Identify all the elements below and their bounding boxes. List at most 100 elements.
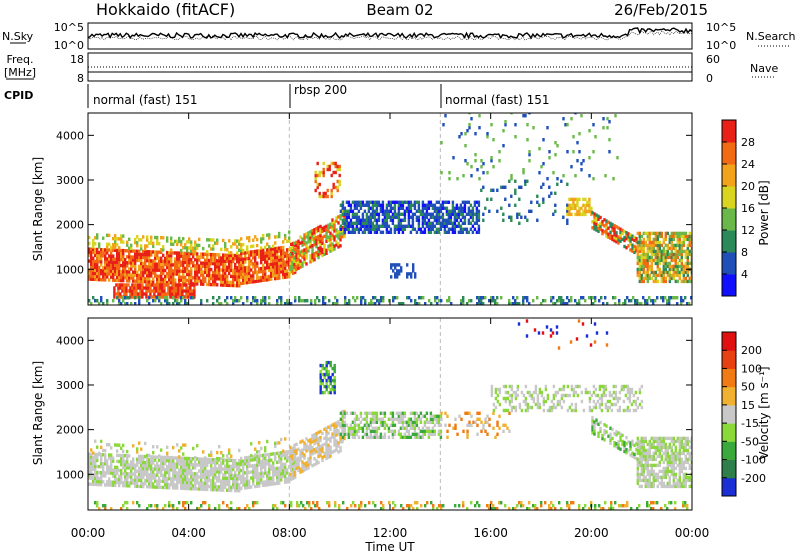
data-cell bbox=[220, 479, 223, 483]
data-cell bbox=[230, 245, 233, 249]
data-cell bbox=[629, 239, 632, 243]
data-cell bbox=[174, 477, 177, 481]
data-cell bbox=[642, 296, 645, 300]
data-cell bbox=[240, 462, 243, 467]
data-cell bbox=[162, 268, 165, 273]
data-cell bbox=[224, 277, 227, 281]
data-cell bbox=[272, 482, 275, 486]
data-cell bbox=[684, 296, 687, 300]
data-cell bbox=[688, 249, 691, 254]
data-cell bbox=[476, 411, 479, 415]
data-cell bbox=[419, 435, 423, 439]
data-cell bbox=[588, 203, 591, 208]
data-cell bbox=[118, 474, 121, 479]
data-cell bbox=[407, 423, 411, 427]
data-cell bbox=[200, 484, 203, 488]
data-cell bbox=[200, 264, 203, 268]
data-cell bbox=[282, 257, 285, 262]
data-cell bbox=[176, 239, 179, 244]
data-cell bbox=[226, 458, 229, 462]
data-cell bbox=[244, 269, 247, 273]
data-cell bbox=[337, 242, 340, 246]
data-cell bbox=[593, 218, 596, 222]
data-cell bbox=[166, 476, 169, 481]
data-cell bbox=[270, 458, 273, 462]
data-cell bbox=[108, 260, 111, 264]
data-cell bbox=[319, 363, 322, 368]
data-cell bbox=[151, 295, 154, 299]
data-cell bbox=[146, 467, 149, 471]
data-cell bbox=[254, 255, 257, 260]
data-cell bbox=[672, 270, 675, 275]
data-cell bbox=[461, 227, 465, 231]
data-cell bbox=[264, 251, 267, 255]
data-cell bbox=[406, 272, 409, 276]
data-cell bbox=[468, 420, 471, 424]
data-cell bbox=[440, 171, 443, 175]
data-cell bbox=[172, 296, 175, 300]
data-cell bbox=[146, 476, 149, 480]
data-cell bbox=[276, 481, 279, 486]
data-cell bbox=[373, 200, 377, 204]
data-cell bbox=[238, 489, 241, 493]
data-cell bbox=[401, 420, 405, 424]
data-cell bbox=[595, 216, 598, 220]
data-cell bbox=[122, 299, 125, 303]
data-cell bbox=[463, 218, 467, 222]
data-cell bbox=[605, 225, 608, 229]
data-cell bbox=[166, 253, 169, 258]
data-cell bbox=[266, 477, 269, 481]
data-cell bbox=[392, 263, 395, 267]
data-cell bbox=[106, 462, 109, 466]
data-cell bbox=[136, 469, 139, 473]
data-cell bbox=[395, 411, 399, 415]
data-cell bbox=[339, 446, 342, 450]
data-cell bbox=[146, 485, 149, 489]
data-cell bbox=[425, 212, 429, 216]
data-cell bbox=[218, 488, 221, 492]
data-cell bbox=[250, 302, 253, 305]
data-cell bbox=[341, 427, 344, 432]
data-cell bbox=[566, 302, 569, 305]
data-cell bbox=[327, 235, 330, 239]
data-cell bbox=[666, 255, 669, 260]
data-cell bbox=[486, 414, 489, 418]
data-cell bbox=[433, 206, 437, 210]
data-cell bbox=[121, 289, 124, 293]
data-cell bbox=[104, 471, 107, 475]
data-cell bbox=[112, 257, 115, 261]
data-cell bbox=[321, 250, 324, 255]
data-cell bbox=[591, 226, 594, 230]
data-cell bbox=[172, 456, 175, 460]
data-cell bbox=[286, 251, 289, 255]
data-cell bbox=[391, 435, 395, 439]
data-cell bbox=[311, 440, 314, 444]
data-cell bbox=[218, 253, 221, 257]
data-cell bbox=[188, 254, 191, 259]
data-cell bbox=[204, 469, 207, 473]
data-cell bbox=[96, 452, 99, 457]
data-cell bbox=[264, 446, 267, 450]
data-cell bbox=[187, 289, 190, 293]
data-cell bbox=[325, 224, 328, 228]
data-cell bbox=[662, 246, 665, 251]
data-cell bbox=[593, 215, 596, 219]
data-cell bbox=[160, 464, 163, 468]
data-cell bbox=[218, 467, 221, 471]
data-cell bbox=[477, 227, 481, 231]
data-cell bbox=[194, 273, 197, 277]
data-cell bbox=[421, 209, 425, 213]
data-cell bbox=[260, 468, 263, 473]
data-cell bbox=[158, 242, 161, 246]
data-cell bbox=[260, 260, 263, 265]
y-tick-label: 4000 bbox=[56, 129, 84, 142]
data-cell bbox=[375, 435, 379, 439]
data-cell bbox=[120, 254, 123, 259]
data-cell bbox=[329, 375, 332, 380]
data-cell bbox=[431, 215, 435, 219]
data-cell bbox=[412, 263, 415, 267]
data-cell bbox=[220, 461, 223, 465]
data-cell bbox=[113, 292, 116, 296]
data-cell bbox=[108, 443, 111, 447]
data-cell bbox=[337, 444, 340, 448]
